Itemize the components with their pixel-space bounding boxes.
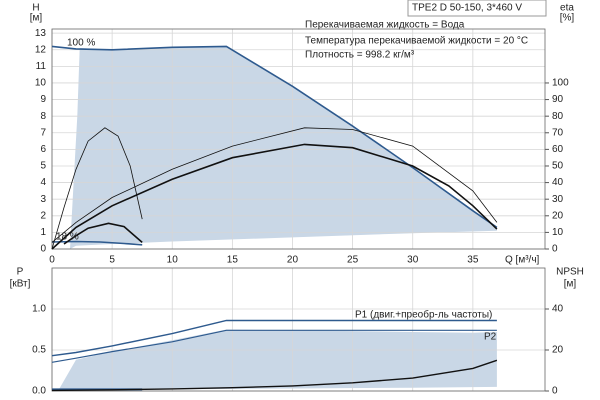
annotation: Температура перекачиваемой жидкости = 20… <box>305 36 528 47</box>
y-tick-label: 0 <box>40 244 46 255</box>
y2-label: eta <box>560 3 574 14</box>
y2-tick-label: 0 <box>552 386 558 397</box>
y2-unit: [%] <box>560 13 575 24</box>
y-tick-label: 11 <box>36 61 47 72</box>
x-tick-label: 35 <box>467 255 479 266</box>
x-label: Q [м³/ч] <box>505 255 540 266</box>
y2-label: NPSH <box>556 267 584 278</box>
y-tick-label: 0.0 <box>32 386 46 397</box>
y2-tick-label: 40 <box>552 304 564 315</box>
y-tick-label: 2 <box>40 210 46 221</box>
x-tick-label: 15 <box>227 255 239 266</box>
y2-tick-label: 40 <box>552 177 564 188</box>
y-label: P <box>17 267 24 278</box>
y-tick-label: 7 <box>40 127 46 138</box>
curve <box>51 319 497 357</box>
y2-tick-label: 10 <box>552 227 564 238</box>
plot-frame <box>51 267 546 392</box>
y2-tick-label: 60 <box>552 144 564 155</box>
annotation: Перекачиваемая жидкость = Вода <box>305 20 465 31</box>
annotation: 100 % <box>67 38 95 49</box>
y-tick-label: 13 <box>35 28 47 39</box>
y-tick-label: 3 <box>40 194 46 205</box>
operating-area <box>58 329 497 391</box>
chart-title: TPE2 D 50-150, 3*460 V <box>412 3 522 14</box>
y2-unit: [м] <box>564 279 577 290</box>
x-tick-label: 5 <box>109 255 115 266</box>
curve <box>51 329 497 363</box>
y-tick-label: 6 <box>40 144 46 155</box>
x-tick-label: 25 <box>347 255 359 266</box>
curve <box>51 127 498 243</box>
curve <box>51 359 498 392</box>
y-tick-label: 12 <box>35 44 47 55</box>
curve <box>51 143 498 250</box>
y-tick-label: 0.5 <box>32 345 46 356</box>
annotation: Плотность = 998.2 кг/м³ <box>305 50 415 61</box>
y-tick-label: 8 <box>40 111 46 122</box>
y2-tick-label: 90 <box>552 94 564 105</box>
y-tick-label: 9 <box>40 94 46 105</box>
title-box <box>407 0 547 17</box>
curve <box>51 45 498 229</box>
plot-frame <box>51 28 546 250</box>
y-unit: [кВт] <box>10 279 31 290</box>
y-tick-label: 1 <box>40 227 46 238</box>
y-label: H <box>32 3 39 14</box>
y2-tick-label: 100 <box>552 78 569 89</box>
annotation: P2 <box>484 332 497 343</box>
y2-tick-label: 70 <box>552 127 564 138</box>
y2-tick-label: 0 <box>552 244 558 255</box>
y2-tick-label: 20 <box>552 210 564 221</box>
x-tick-label: 10 <box>167 255 179 266</box>
y-tick-label: 1.0 <box>32 304 46 315</box>
x-tick-label: 20 <box>287 255 299 266</box>
y2-tick-label: 20 <box>552 345 564 356</box>
y-tick-label: 5 <box>40 161 46 172</box>
y2-tick-label: 30 <box>552 194 564 205</box>
y-unit: [м] <box>30 13 43 24</box>
y2-tick-label: 50 <box>552 161 564 172</box>
annotation: P1 (двиг.+преобр-ль частоты) <box>355 309 492 321</box>
annotation: 18 % <box>56 232 79 243</box>
y-tick-label: 10 <box>35 78 47 89</box>
x-tick-label: 30 <box>407 255 419 266</box>
y2-tick-label: 80 <box>552 111 564 122</box>
curve <box>63 222 143 245</box>
curve <box>51 127 143 250</box>
y-tick-label: 4 <box>40 177 46 188</box>
x-tick-label: 0 <box>49 255 55 266</box>
